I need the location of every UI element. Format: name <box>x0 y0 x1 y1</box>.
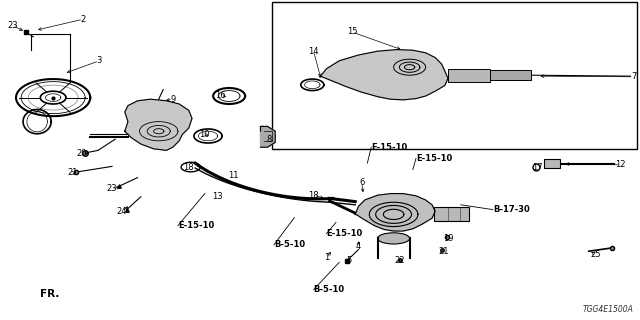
Text: 21: 21 <box>438 247 449 256</box>
FancyBboxPatch shape <box>448 69 490 82</box>
Text: 25: 25 <box>590 250 600 259</box>
Text: TGG4E1500A: TGG4E1500A <box>583 305 634 314</box>
FancyBboxPatch shape <box>490 70 531 80</box>
Text: 14: 14 <box>308 47 319 56</box>
Text: 20: 20 <box>77 149 87 158</box>
Text: E-15-10: E-15-10 <box>178 221 214 230</box>
Text: 18: 18 <box>184 164 194 172</box>
Polygon shape <box>320 50 448 100</box>
Text: 12: 12 <box>616 160 626 169</box>
Text: 5: 5 <box>346 256 351 265</box>
Text: B-5-10: B-5-10 <box>314 285 345 294</box>
Text: 8: 8 <box>266 135 271 144</box>
Text: 13: 13 <box>212 192 223 201</box>
FancyBboxPatch shape <box>544 159 560 168</box>
Text: E-15-10: E-15-10 <box>416 154 452 163</box>
Text: 18: 18 <box>308 191 319 200</box>
Text: FR.: FR. <box>40 289 59 299</box>
Text: 21: 21 <box>67 168 77 177</box>
Text: 6: 6 <box>359 178 364 187</box>
Polygon shape <box>260 126 275 147</box>
Text: E-15-10: E-15-10 <box>371 143 408 152</box>
Ellipse shape <box>378 233 410 244</box>
Text: 4: 4 <box>356 242 361 251</box>
Text: 15: 15 <box>347 28 357 36</box>
Bar <box>272 2 637 149</box>
Text: 22: 22 <box>394 256 404 265</box>
Text: 7: 7 <box>631 72 636 81</box>
Text: B-17-30: B-17-30 <box>493 205 529 214</box>
Text: 10: 10 <box>200 130 210 139</box>
Polygon shape <box>125 99 192 150</box>
FancyBboxPatch shape <box>434 207 469 221</box>
Text: 2: 2 <box>81 15 86 24</box>
Polygon shape <box>355 194 435 231</box>
Text: 1: 1 <box>324 253 329 262</box>
Text: 16: 16 <box>216 92 226 100</box>
Text: 24: 24 <box>116 207 127 216</box>
Text: 9: 9 <box>170 95 175 104</box>
Text: 23: 23 <box>8 21 18 30</box>
Text: 23: 23 <box>107 184 117 193</box>
Text: 19: 19 <box>443 234 453 243</box>
Text: 11: 11 <box>228 172 239 180</box>
Text: 3: 3 <box>97 56 102 65</box>
Text: 17: 17 <box>532 164 543 172</box>
Text: E-15-10: E-15-10 <box>326 229 363 238</box>
Text: B-5-10: B-5-10 <box>274 240 305 249</box>
